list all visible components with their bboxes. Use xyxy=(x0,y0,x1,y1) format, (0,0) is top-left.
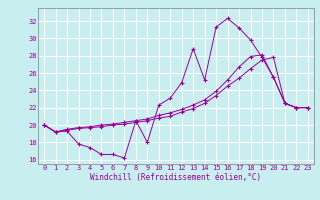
X-axis label: Windchill (Refroidissement éolien,°C): Windchill (Refroidissement éolien,°C) xyxy=(91,173,261,182)
